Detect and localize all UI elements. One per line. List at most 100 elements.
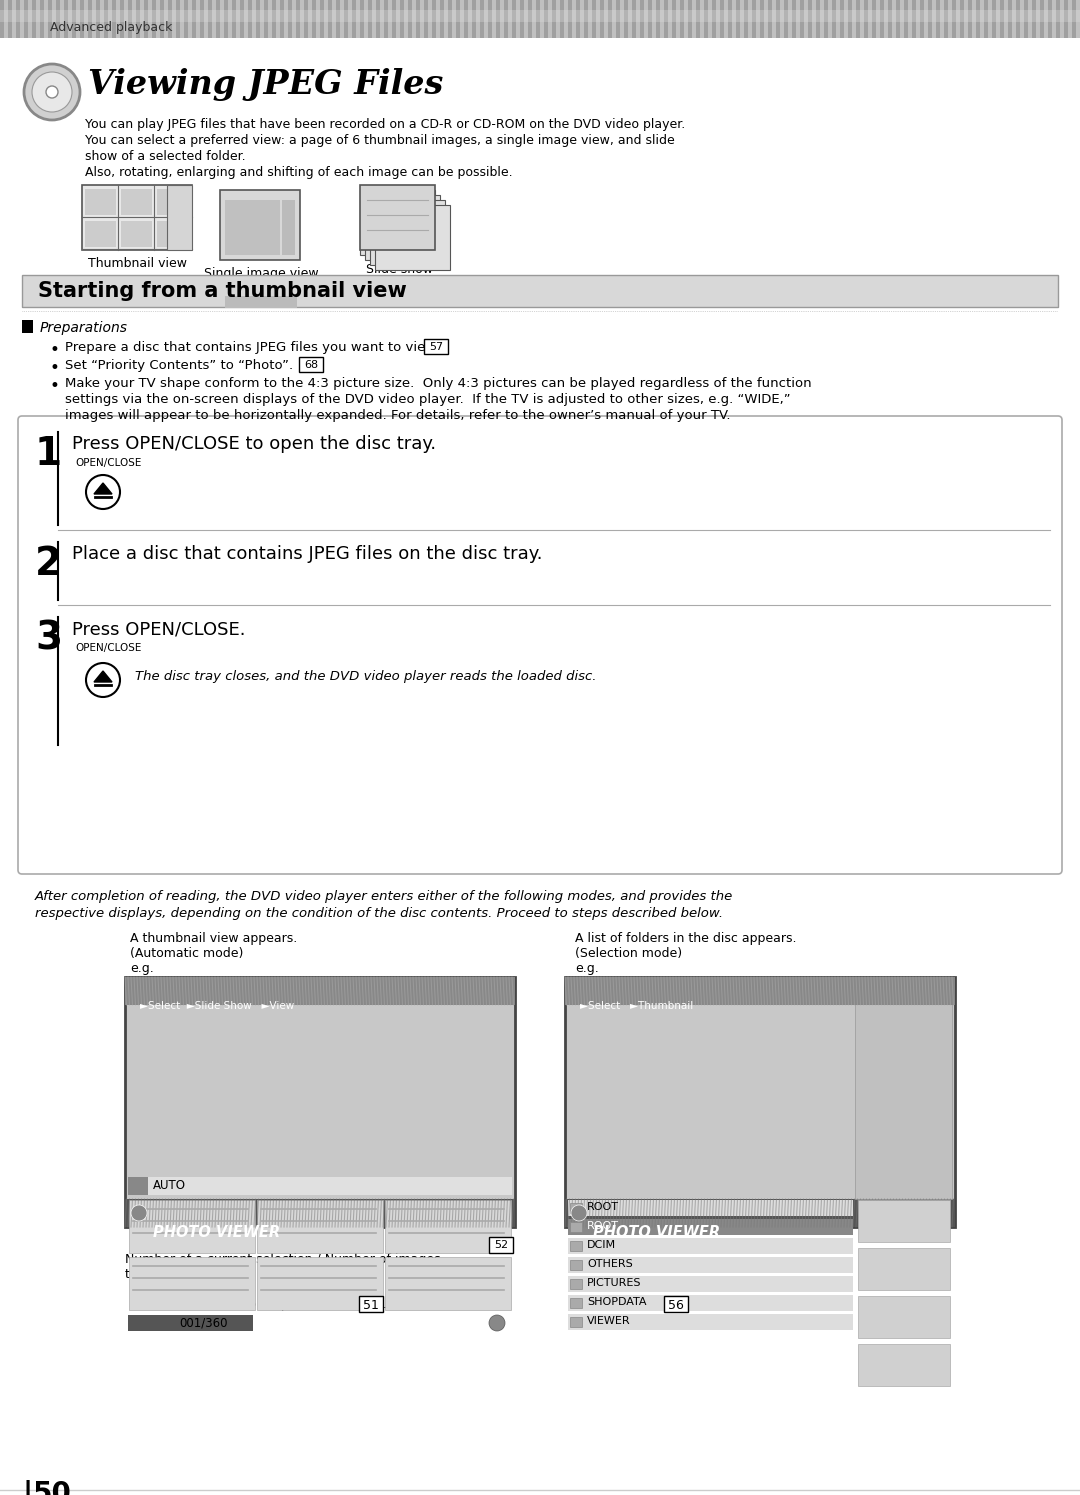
Bar [864,0,868,37]
Bar [80,0,84,37]
Bar [8,0,12,37]
Circle shape [86,475,120,508]
Bar [92,0,96,37]
Text: settings via the on-screen displays of the DVD video player.  If the TV is adjus: settings via the on-screen displays of t… [65,393,791,407]
Bar [484,0,488,37]
Bar [1032,0,1036,37]
Bar [664,0,669,37]
Bar [125,978,515,1227]
Bar [848,0,852,37]
Bar [888,0,892,37]
Bar [360,190,435,256]
Bar [608,0,612,37]
Bar [257,1257,383,1310]
Bar [648,0,652,37]
Bar [565,1199,955,1227]
Bar [492,0,496,37]
Text: show of a selected folder.: show of a selected folder. [85,150,245,163]
Bar [488,0,492,37]
Bar [876,0,880,37]
Bar [858,1344,950,1386]
Text: The disc tray closes, and the DVD video player reads the loaded disc.: The disc tray closes, and the DVD video … [135,670,596,683]
Bar [900,0,904,37]
FancyBboxPatch shape [299,357,323,372]
Bar [240,0,244,37]
Text: DCIM: DCIM [588,1239,616,1250]
Bar [129,1316,253,1331]
Bar [72,0,76,37]
Bar [453,0,456,37]
Bar [480,0,484,37]
Bar [504,0,508,37]
Bar [512,0,516,37]
Bar [652,0,656,37]
Bar [968,0,972,37]
Bar [22,275,1058,306]
Bar [364,0,368,37]
Circle shape [32,72,72,112]
Bar [468,0,472,37]
Text: images will appear to be horizontally expanded. For details, refer to the owner’: images will appear to be horizontally ex… [65,410,730,422]
Bar [708,0,712,37]
Bar [568,1200,853,1215]
Bar [375,205,450,271]
Bar [656,0,660,37]
Bar [192,0,195,37]
Bar [1028,0,1032,37]
Bar [121,221,152,247]
Bar [248,0,252,37]
Text: 2: 2 [35,546,63,583]
Bar [87,0,92,37]
Bar [108,0,112,37]
Bar [420,0,424,37]
Bar [1024,0,1028,37]
Bar [376,0,380,37]
Bar [732,0,735,37]
Bar [348,0,352,37]
Text: AUTO: AUTO [153,1180,186,1192]
Text: ►Select  ►Slide Show   ►View: ►Select ►Slide Show ►View [140,1002,294,1011]
Bar [1068,0,1072,37]
Text: Slide show: Slide show [366,263,433,277]
Bar [570,1260,582,1269]
Bar [948,0,951,37]
FancyBboxPatch shape [18,416,1062,875]
Bar [916,0,920,37]
Bar [612,0,616,37]
Bar [752,0,756,37]
Bar [1052,0,1056,37]
Bar [508,0,512,37]
Text: to play: to play [125,1268,168,1281]
Bar [572,0,576,37]
Bar [1048,0,1052,37]
Text: Advanced playback: Advanced playback [50,21,173,34]
Text: respective displays, depending on the condition of the disc contents. Proceed to: respective displays, depending on the co… [35,907,724,919]
Bar [584,0,588,37]
Bar [164,0,168,37]
Bar [780,0,784,37]
Bar [372,0,376,37]
Bar [400,0,404,37]
Bar [993,0,996,37]
Bar [144,0,148,37]
Bar [552,0,556,37]
FancyBboxPatch shape [359,1296,383,1313]
Bar [904,0,908,37]
Bar [32,0,36,37]
Bar [212,0,216,37]
Bar [260,0,264,37]
Text: OTHERS: OTHERS [588,1259,633,1269]
Bar [411,0,416,37]
Bar [764,0,768,37]
Bar [156,0,160,37]
Bar [64,0,68,37]
Text: ►Select   ►Thumbnail: ►Select ►Thumbnail [580,1002,693,1011]
Bar [428,0,432,37]
Text: •: • [50,341,59,359]
Bar [384,0,388,37]
Bar [316,0,320,37]
Text: You can play JPEG files that have been recorded on a CD-R or CD-ROM on the DVD v: You can play JPEG files that have been r… [85,118,685,132]
Bar [640,0,644,37]
Text: Press OPEN/CLOSE.: Press OPEN/CLOSE. [72,620,245,638]
Bar [136,0,140,37]
